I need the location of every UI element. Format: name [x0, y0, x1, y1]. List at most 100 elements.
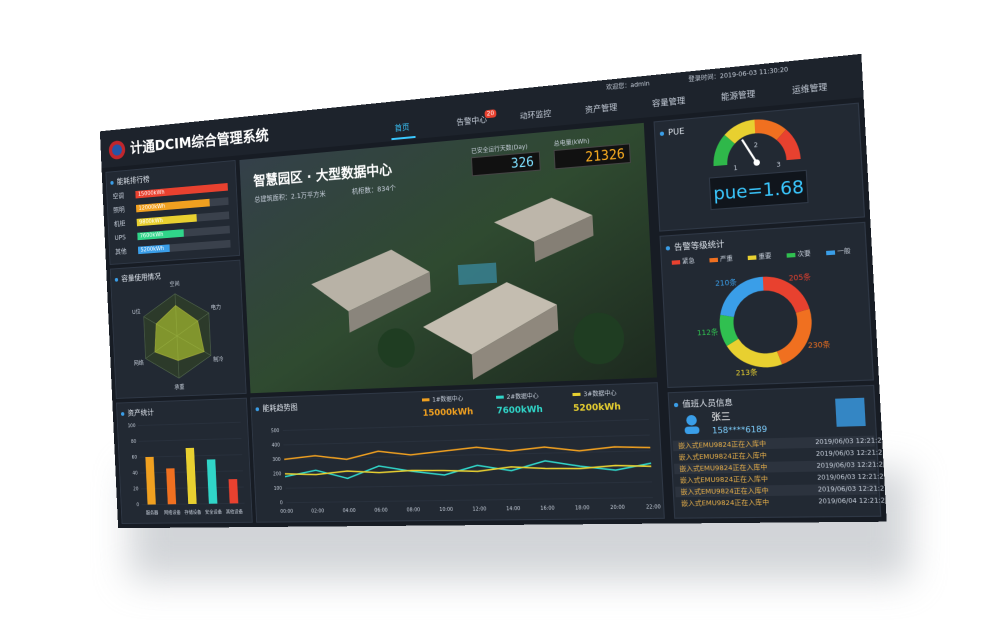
digit-box: [472, 152, 541, 176]
series-total: 7600kWh: [496, 403, 543, 415]
y-tick-label: 300: [272, 457, 281, 463]
duty-phone: 158****6189: [712, 424, 768, 436]
panel-title: 能耗趋势图: [262, 402, 298, 413]
legend-swatch: [709, 257, 719, 263]
radar-label: 空间: [169, 280, 180, 289]
log-text: 嵌入式EMU9824正在入库中: [679, 451, 767, 462]
nav-item[interactable]: 首页: [394, 121, 409, 133]
legend-swatch: [421, 398, 430, 402]
log-text: 嵌入式EMU9824正在入库中: [680, 486, 768, 496]
x-tick-label: 其他设备: [226, 508, 244, 515]
rank-name: UPS: [114, 233, 126, 242]
panel-title: 能耗排行榜: [117, 174, 151, 187]
buildings: [309, 194, 626, 380]
x-tick-label: 22:00: [646, 504, 661, 511]
campus-image: [239, 122, 657, 394]
legend-swatch: [572, 392, 581, 397]
series-total: 5200kWh: [573, 401, 621, 414]
rank-name: 照明: [113, 206, 125, 215]
y-tick-label: 200: [273, 471, 282, 477]
header-bar: [99, 53, 864, 169]
gauge-tick: 1: [733, 166, 738, 173]
x-tick-label: 18:00: [575, 505, 590, 512]
x-tick-label: 04:00: [343, 508, 356, 514]
power-label: 总电量(kWh): [554, 136, 590, 148]
nav-item[interactable]: 告警中心: [456, 114, 488, 128]
legend-swatch: [671, 260, 681, 265]
panel: [116, 398, 252, 523]
legend-swatch: [747, 255, 757, 261]
y-tick-label: 400: [272, 442, 281, 448]
alarm-badge: 20: [487, 111, 495, 118]
series-total: 15000kWh: [422, 406, 473, 418]
donut-label: 205条: [788, 272, 811, 284]
badge: [484, 109, 497, 119]
legend-label: 1#数据中心: [432, 394, 464, 404]
nav-item[interactable]: 能源管理: [721, 88, 756, 103]
radar-label: 网络: [134, 359, 145, 367]
y-tick-label: 0: [280, 500, 283, 506]
rank-name: 机柜: [114, 219, 126, 229]
x-tick-label: 安全设备: [205, 509, 223, 516]
x-tick-label: 02:00: [311, 508, 324, 514]
panel-title: 资产统计: [127, 407, 154, 418]
radar-area: [153, 304, 205, 361]
rank-value: 5200kWh: [140, 246, 164, 254]
safe-days: 326: [511, 154, 535, 171]
log-time: 2019/06/03 12:21:22: [817, 474, 887, 482]
radar-label: 电力: [211, 303, 222, 312]
legend-swatch: [495, 395, 504, 399]
panel-title: 值班人员信息: [682, 396, 734, 409]
panel-title: 容量使用情况: [121, 271, 161, 284]
bar: [228, 479, 239, 504]
duty-name: 张三: [711, 411, 731, 423]
campus-racks: 机柜数：834个: [352, 183, 397, 196]
legend-swatch: [826, 250, 836, 256]
nav-item[interactable]: 动环监控: [520, 107, 552, 121]
legend-label: 次要: [797, 249, 811, 259]
log-text: 嵌入式EMU9824正在入库中: [681, 498, 769, 508]
legend-label: 严重: [720, 254, 734, 264]
donut-label: 213条: [735, 366, 758, 377]
x-tick-label: 14:00: [506, 506, 520, 513]
panel: [668, 385, 881, 518]
x-tick-label: 存储设备: [184, 509, 201, 516]
radar-label: U位: [132, 308, 141, 316]
nav-item[interactable]: 容量管理: [652, 94, 686, 108]
log-text: 嵌入式EMU9824正在入库中: [678, 439, 766, 450]
legend-label: 重要: [758, 251, 772, 261]
legend-swatch: [786, 252, 796, 258]
logo: [108, 139, 126, 160]
radar-grid: [143, 292, 212, 380]
x-tick-label: 服务器: [146, 509, 159, 516]
x-tick-label: 20:00: [610, 505, 625, 512]
panel: [106, 160, 240, 264]
x-tick-label: 10:00: [439, 507, 453, 514]
y-tick-label: 20: [133, 486, 139, 492]
radar-label: 承重: [174, 383, 185, 391]
legend-label: 一般: [837, 246, 851, 256]
bar: [166, 468, 177, 505]
y-tick-label: 40: [132, 471, 138, 477]
x-tick-label: 06:00: [374, 508, 388, 514]
x-tick-label: 网络设备: [164, 509, 181, 516]
x-tick-label: 12:00: [472, 506, 486, 513]
person-icon: [684, 426, 700, 435]
x-tick-label: 16:00: [540, 505, 555, 512]
rank-name: 空调: [112, 191, 124, 201]
rank-value: 12000kWh: [138, 204, 165, 212]
gauge-tick: 2: [754, 143, 758, 150]
panel: [654, 103, 864, 231]
panel-title: 告警等级统计: [674, 238, 726, 253]
nav-item[interactable]: 运维管理: [792, 81, 828, 96]
x-tick-label: 08:00: [407, 507, 421, 514]
nav-item[interactable]: 资产管理: [585, 101, 618, 115]
y-tick-label: 60: [132, 455, 138, 461]
pue-box: [709, 170, 808, 209]
radar-label: 制冷: [213, 355, 224, 364]
rank-name: 其他: [115, 246, 127, 256]
donut-label: 210条: [715, 276, 738, 287]
panel: [251, 383, 665, 523]
panel-title: PUE: [668, 126, 685, 138]
